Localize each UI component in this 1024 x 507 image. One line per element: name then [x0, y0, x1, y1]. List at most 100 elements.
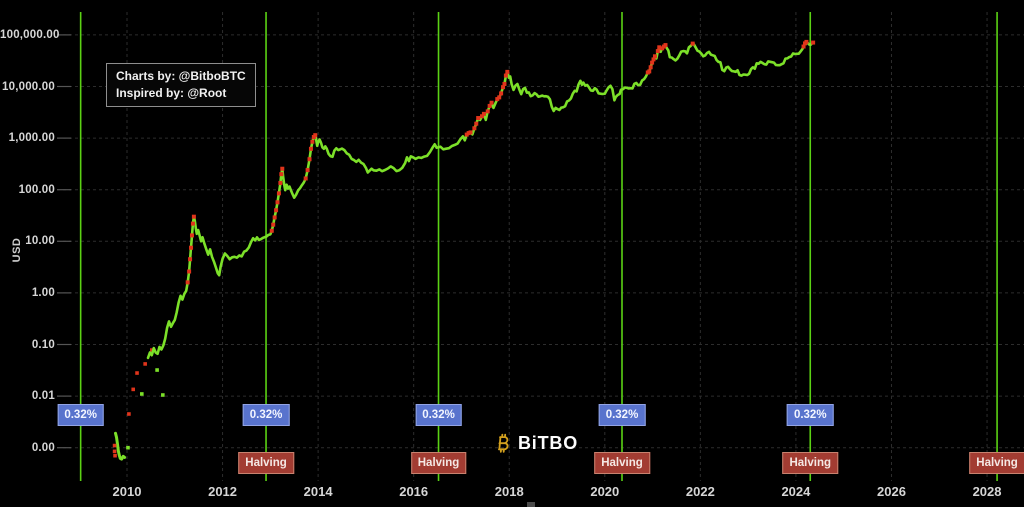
bitbo-logo-icon [494, 431, 511, 456]
y-tick-label: 0.10 [31, 338, 55, 351]
ath-marker [647, 69, 652, 74]
attribution-inspired-by: Inspired by: @Root [116, 86, 227, 100]
ath-marker [190, 221, 195, 226]
x-tick-label: 2018 [494, 484, 524, 499]
price-scatter-point [126, 445, 130, 450]
ath-marker [310, 139, 315, 144]
supply-rate-badge: 0.32% [415, 404, 462, 426]
ath-scatter-point [127, 412, 131, 416]
ath-scatter-point [131, 387, 136, 392]
ath-marker [189, 233, 194, 238]
ath-marker [648, 65, 653, 70]
ath-marker [305, 168, 310, 173]
ath-scatter-point [112, 449, 117, 454]
ath-marker [485, 109, 490, 114]
ath-marker [811, 40, 816, 45]
halving-badge: Halving [410, 452, 467, 474]
price-scatter-point [161, 393, 165, 397]
ath-marker [651, 57, 656, 62]
ath-marker [472, 126, 477, 131]
ath-scatter-point [143, 362, 147, 366]
ath-marker [276, 191, 281, 196]
halving-badge: Halving [782, 452, 839, 474]
ath-marker [189, 245, 194, 250]
halving-badge: Halving [238, 452, 294, 474]
ath-marker [307, 157, 312, 162]
ath-marker [188, 257, 193, 262]
ath-marker [801, 44, 806, 49]
ath-marker [185, 280, 190, 285]
ath-marker [505, 69, 510, 74]
supply-rate-badge: 0.32% [242, 404, 290, 426]
ath-marker [280, 166, 285, 171]
supply-rate-badge: 0.32% [57, 404, 104, 426]
ath-marker [663, 43, 668, 48]
price-scatter-point [155, 368, 159, 372]
ath-marker [187, 269, 192, 274]
ath-marker [503, 73, 508, 78]
ath-marker [476, 116, 481, 121]
y-tick-label: 100,000.00 [0, 28, 60, 41]
x-tick-label: 2026 [877, 484, 906, 499]
x-tick-label: 2020 [590, 484, 620, 499]
y-tick-label: 10.00 [25, 235, 55, 248]
ath-marker [501, 85, 506, 90]
attribution-charts-by: Charts by: @BitboBTC [116, 69, 246, 83]
ath-marker [804, 39, 809, 44]
y-tick-label: 0.01 [31, 390, 55, 403]
ath-marker [650, 60, 655, 65]
ath-marker [487, 103, 492, 108]
supply-rate-badge: 0.32% [598, 404, 646, 426]
bitbo-watermark: BiTBO [494, 430, 578, 456]
price-scatter-point [140, 392, 144, 396]
ath-marker [272, 215, 277, 220]
ath-marker [480, 114, 485, 119]
ath-marker [497, 95, 502, 100]
x-tick-label: 2012 [208, 484, 238, 499]
y-tick-label: 10,000.00 [2, 80, 55, 93]
ath-marker [499, 91, 504, 96]
ath-marker [489, 100, 494, 105]
y-tick-label: 1.00 [31, 286, 55, 299]
x-tick-label: 2022 [685, 484, 715, 499]
ath-marker [275, 200, 280, 205]
ath-scatter-point [112, 443, 117, 448]
ath-marker [468, 130, 473, 135]
ath-marker [481, 111, 486, 116]
ath-marker [690, 41, 695, 46]
x-tick-label: 2010 [112, 484, 142, 499]
ath-marker [652, 54, 657, 59]
y-tick-label: 100.00 [18, 183, 55, 196]
ath-marker [655, 49, 660, 54]
y-axis-title: USD [11, 237, 23, 263]
x-tick-label: 2016 [399, 484, 429, 499]
ath-marker [274, 208, 279, 213]
x-tick-label: 2014 [303, 484, 333, 499]
ath-marker [271, 222, 276, 227]
ath-marker [303, 176, 308, 181]
ath-marker [502, 81, 507, 86]
cropped-axis-label-fragment [527, 502, 535, 507]
y-tick-label: 1,000.00 [8, 132, 55, 145]
ath-marker [278, 180, 283, 185]
halving-badge: Halving [969, 452, 1024, 474]
bitbo-wordmark: BiTBO [518, 432, 578, 453]
ath-marker [191, 214, 196, 219]
supply-rate-badge: 0.32% [786, 404, 834, 426]
ath-marker [279, 172, 284, 177]
halving-badge: Halving [594, 452, 650, 474]
x-tick-label: 2024 [781, 484, 811, 499]
attribution-box: Charts by: @BitboBTC Inspired by: @Root [106, 63, 256, 107]
ath-scatter-point [150, 348, 154, 352]
price-series-intro [114, 431, 127, 461]
ath-marker [308, 146, 313, 151]
ath-scatter-point [135, 371, 139, 375]
y-tick-label: 0.00 [31, 441, 55, 454]
ath-marker [313, 133, 318, 138]
ath-marker [657, 45, 662, 50]
ath-marker [474, 121, 479, 126]
ath-scatter-point [113, 453, 117, 458]
ath-marker [269, 228, 274, 233]
